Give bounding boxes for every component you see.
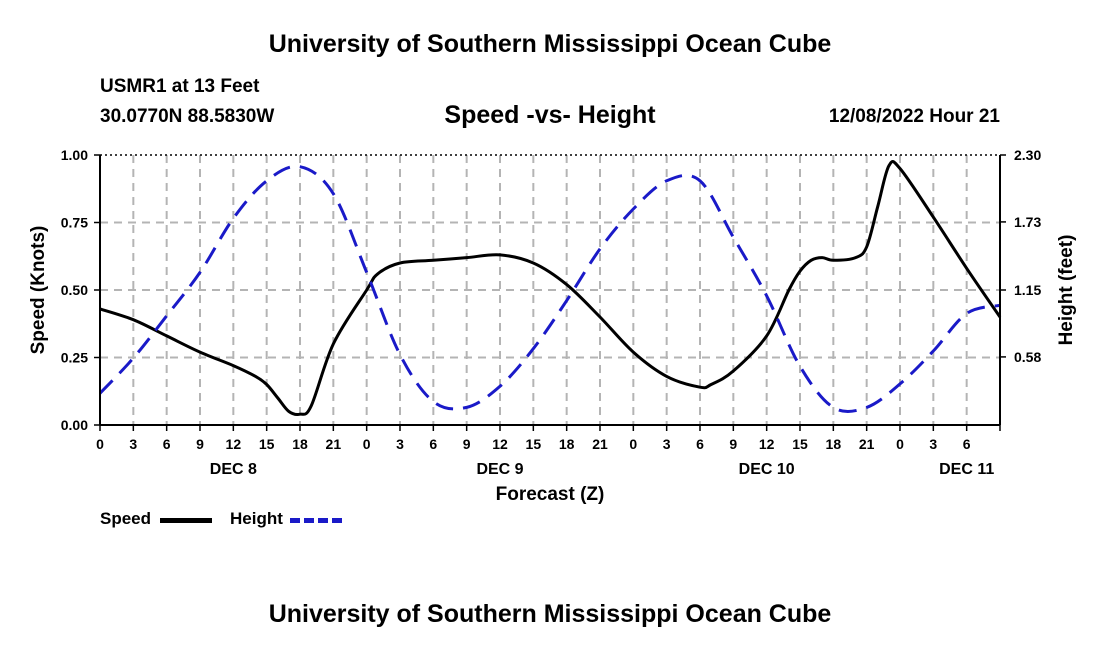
x-tick-label: 0 bbox=[896, 436, 904, 452]
y-tick-label: 1.00 bbox=[61, 147, 88, 163]
date-label: DEC 9 bbox=[476, 461, 523, 478]
x-tick-label: 9 bbox=[196, 436, 204, 452]
valid-time: 12/08/2022 Hour 21 bbox=[828, 106, 1000, 127]
x-tick-label: 3 bbox=[663, 436, 671, 452]
x-tick-label: 18 bbox=[292, 436, 308, 452]
x-tick-label: 21 bbox=[859, 436, 875, 452]
date-label: DEC 8 bbox=[210, 461, 257, 478]
y-tick-label: 0.00 bbox=[61, 417, 88, 433]
x-tick-label: 18 bbox=[559, 436, 575, 452]
speed-series-line bbox=[99, 160, 1002, 417]
station-name: USMR1 at 13 Feet bbox=[100, 76, 260, 97]
x-tick-label: 21 bbox=[592, 436, 608, 452]
y-axis-title: Speed (Knots) bbox=[28, 226, 49, 355]
height-series-line bbox=[98, 164, 1001, 413]
x-tick-label: 6 bbox=[963, 436, 971, 452]
legend-speed-label: Speed bbox=[100, 509, 152, 528]
x-tick-label: 0 bbox=[96, 436, 104, 452]
x-tick-label: 6 bbox=[696, 436, 704, 452]
y-tick-label: 0.25 bbox=[61, 350, 88, 366]
footer-title: University of Southern Mississippi Ocean… bbox=[268, 600, 832, 628]
main-title: University of Southern Mississippi Ocean… bbox=[268, 30, 832, 58]
x-tick-label: 0 bbox=[363, 436, 371, 452]
station-coordinates: 30.0770N 88.5830W bbox=[100, 106, 275, 127]
x-tick-label: 12 bbox=[759, 436, 775, 452]
x-tick-label: 18 bbox=[826, 436, 842, 452]
x-tick-label: 12 bbox=[492, 436, 508, 452]
y2-tick-label: 2.30 bbox=[1014, 147, 1041, 163]
x-tick-label: 3 bbox=[396, 436, 404, 452]
y2-tick-label: 1.73 bbox=[1014, 214, 1041, 230]
y2-tick-label: 1.15 bbox=[1014, 282, 1041, 298]
x-tick-label: 9 bbox=[729, 436, 737, 452]
x-axis-title: Forecast (Z) bbox=[496, 484, 605, 505]
y2-tick-label: 0.58 bbox=[1014, 349, 1041, 365]
x-tick-label: 12 bbox=[226, 436, 242, 452]
x-tick-label: 3 bbox=[929, 436, 937, 452]
x-tick-label: 6 bbox=[429, 436, 437, 452]
y-tick-label: 0.75 bbox=[61, 215, 88, 231]
chart-title: Speed -vs- Height bbox=[444, 101, 656, 129]
legend-height-label: Height bbox=[230, 509, 283, 528]
x-tick-label: 6 bbox=[163, 436, 171, 452]
date-label: DEC 10 bbox=[739, 461, 795, 478]
x-tick-label: 9 bbox=[463, 436, 471, 452]
y-tick-label: 0.50 bbox=[61, 282, 88, 298]
x-tick-label: 21 bbox=[326, 436, 342, 452]
date-label: DEC 11 bbox=[939, 461, 994, 478]
x-tick-label: 15 bbox=[526, 436, 542, 452]
x-tick-label: 3 bbox=[129, 436, 137, 452]
legend-height-swatch bbox=[290, 518, 342, 523]
x-tick-label: 15 bbox=[792, 436, 808, 452]
speed-height-chart: 0 3 6 9 12 15 18 21 0 3 6 9 12 15 18 21 0 3 6 9 12 15 18 21 0 3 6 D… bbox=[28, 147, 1077, 505]
x-tick-label: 0 bbox=[629, 436, 637, 452]
x-tick-label: 15 bbox=[259, 436, 275, 452]
legend-speed-swatch bbox=[160, 518, 212, 523]
y2-axis-title: Height (feet) bbox=[1056, 235, 1077, 346]
